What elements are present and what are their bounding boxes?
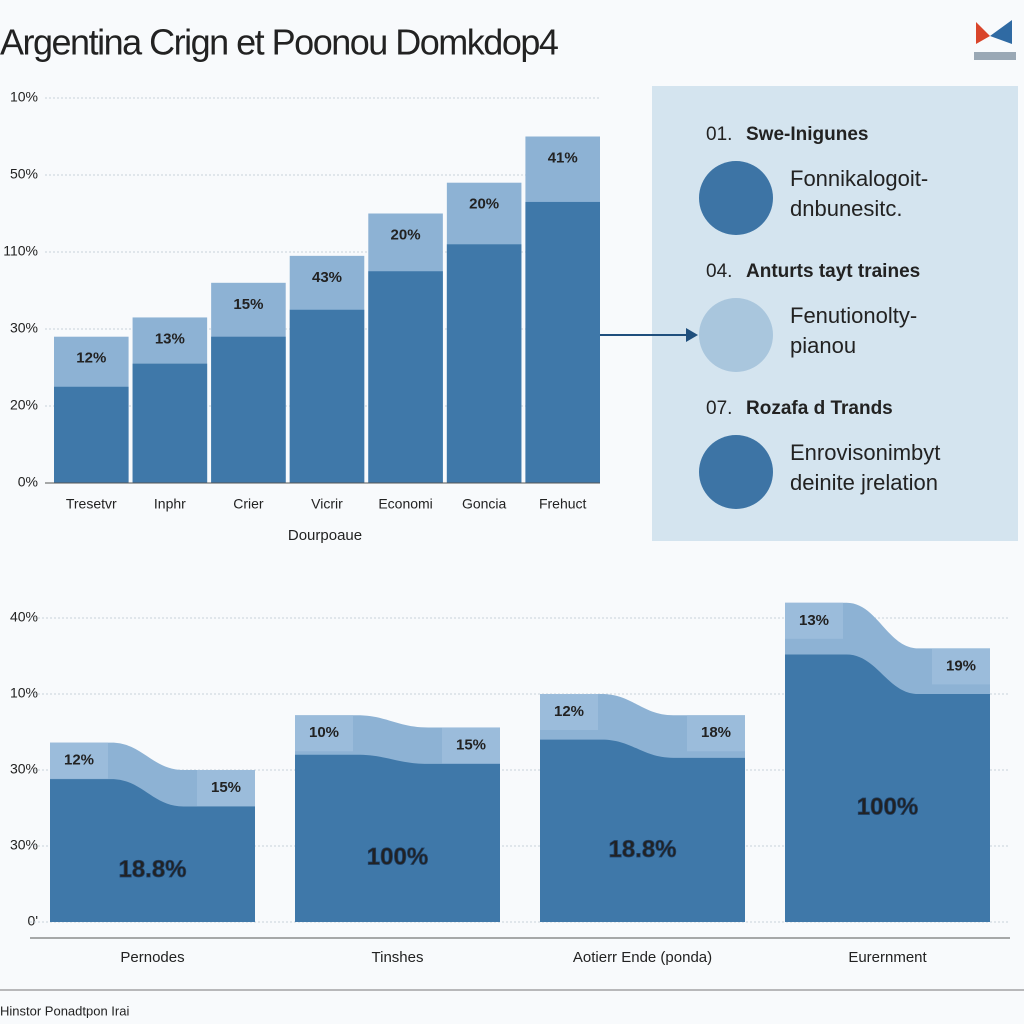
bar <box>368 271 443 483</box>
bar <box>289 309 365 483</box>
center-label: 18.8% <box>608 836 676 863</box>
center-label: 100% <box>857 794 918 821</box>
x-tick-label: Frehuct <box>539 496 587 512</box>
item-desc: pianou <box>790 333 856 358</box>
box-label: 12% <box>554 703 584 720</box>
item-desc: Fonnikalogoit- <box>790 166 928 191</box>
bar-label: 15% <box>233 296 263 313</box>
logo <box>974 20 1016 60</box>
area <box>295 754 500 922</box>
y-tick-label: 30% <box>10 837 38 853</box>
y-tick-label: 40% <box>10 609 38 625</box>
item-title: Rozafa d Trands <box>746 398 893 419</box>
label-box <box>687 715 745 752</box>
bar <box>132 363 208 483</box>
x-tick-label: Aotierr Ende (ponda) <box>573 949 712 966</box>
bar <box>54 386 129 483</box>
x-tick-label: Pernodes <box>120 949 184 966</box>
y-tick-label: 110% <box>3 243 38 259</box>
bar <box>525 201 600 483</box>
item-number: 07. <box>706 398 732 419</box>
label-box <box>295 715 353 752</box>
footer-text: Hinstor Ponadtpon Irai <box>0 1003 129 1018</box>
x-tick-label: Economi <box>378 496 432 512</box>
item-desc: dnbunesitc. <box>790 196 903 221</box>
bar <box>211 336 286 483</box>
y-tick-label: 10% <box>10 685 38 701</box>
item-number: 01. <box>706 124 732 145</box>
y-tick-label: 30% <box>10 761 38 777</box>
bar-label: 12% <box>76 350 106 367</box>
label-box <box>785 602 843 639</box>
arrow-head <box>686 328 698 342</box>
label-box <box>50 742 108 779</box>
y-tick-label: 20% <box>10 397 38 413</box>
bar <box>446 244 522 483</box>
box-label: 10% <box>309 724 339 741</box>
y-tick-label: 0% <box>18 474 38 490</box>
x-tick-label: Goncia <box>462 496 507 512</box>
bar-label: 20% <box>391 226 421 243</box>
area <box>785 654 990 922</box>
box-label: 12% <box>64 752 94 769</box>
x-tick-label: Tresetvr <box>66 496 117 512</box>
label-box <box>442 727 500 764</box>
area <box>50 779 255 922</box>
y-tick-label: 30% <box>10 320 38 336</box>
x-tick-label: Vicrir <box>311 496 343 512</box>
x-tick-label: Inphr <box>154 496 186 512</box>
item-desc: deinite jrelation <box>790 470 938 495</box>
page-title: Argentina Crign et Poonou Domkdop4 <box>0 22 558 63</box>
item-icon <box>699 161 773 235</box>
item-title: Anturts tayt traines <box>746 261 920 282</box>
bar-label: 43% <box>312 269 342 286</box>
label-box <box>540 694 598 730</box>
x-tick-label: Eurernment <box>848 949 927 966</box>
label-box <box>197 770 255 806</box>
x-axis-label: Dourpoaue <box>288 527 362 544</box>
box-label: 15% <box>456 736 486 753</box>
item-icon <box>699 298 773 372</box>
x-tick-label: Crier <box>233 496 264 512</box>
item-desc: Fenutionolty- <box>790 303 917 328</box>
center-label: 100% <box>367 844 428 871</box>
center-label: 18.8% <box>118 856 186 883</box>
bar-label: 41% <box>548 149 578 166</box>
bar-label: 20% <box>469 196 499 213</box>
y-tick-label: 50% <box>10 166 38 182</box>
item-number: 04. <box>706 261 732 282</box>
item-icon <box>699 435 773 509</box>
box-label: 18% <box>701 724 731 741</box>
item-desc: Enrovisonimbyt <box>790 440 940 465</box>
box-label: 15% <box>211 779 241 796</box>
item-title: Swe-Inigunes <box>746 124 868 145</box>
y-tick-label: 10% <box>10 89 38 105</box>
y-tick-label: 0' <box>28 913 38 929</box>
bar-label: 13% <box>155 330 185 347</box>
area <box>540 739 745 922</box>
label-box <box>932 648 990 685</box>
box-label: 13% <box>799 612 829 629</box>
box-label: 19% <box>946 657 976 674</box>
x-tick-label: Tinshes <box>372 949 424 966</box>
